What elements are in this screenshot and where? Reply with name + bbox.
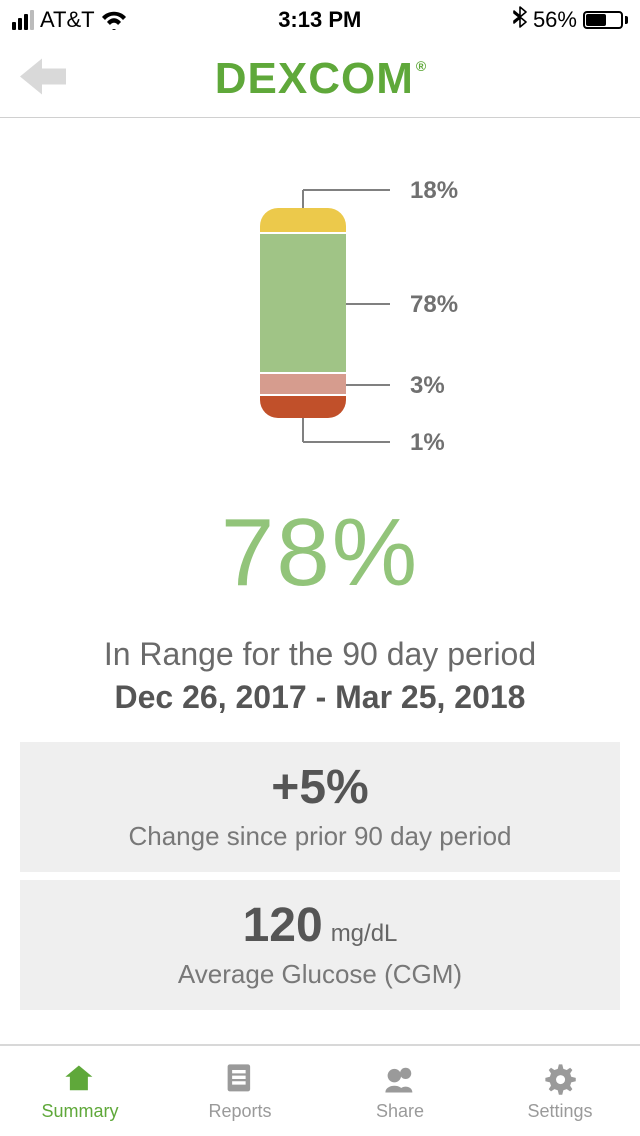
- tab-settings[interactable]: Settings: [480, 1046, 640, 1136]
- battery-icon: [583, 11, 628, 29]
- main-content: 18% 78% 3% 1% 78% In Range for the 90 day p…: [0, 118, 640, 1044]
- stat-card-unit: mg/dL: [331, 920, 398, 947]
- svg-text:18%: 18%: [410, 178, 458, 204]
- tab-reports[interactable]: Reports: [160, 1046, 320, 1136]
- tab-share[interactable]: Share: [320, 1046, 480, 1136]
- registered-mark: ®: [416, 58, 427, 74]
- tab-label: Reports: [208, 1101, 271, 1122]
- status-bar: AT&T 3:13 PM 56%: [0, 0, 640, 40]
- tab-label: Summary: [41, 1101, 118, 1122]
- tab-summary[interactable]: Summary: [0, 1046, 160, 1136]
- stat-card-subtitle: Average Glucose (CGM): [30, 959, 610, 990]
- in-range-big-percent: 78%: [20, 498, 620, 608]
- stat-card-value: 120mg/dL: [30, 898, 610, 953]
- wifi-icon: [101, 10, 127, 30]
- reports-icon: [220, 1061, 260, 1097]
- tab-label: Share: [376, 1101, 424, 1122]
- status-left: AT&T: [12, 7, 127, 33]
- stat-cards: +5% Change since prior 90 day period 120mg…: [20, 742, 620, 1010]
- tab-label: Settings: [527, 1101, 592, 1122]
- svg-text:1%: 1%: [410, 429, 445, 456]
- tab-bar: Summary Reports Share Settings: [0, 1044, 640, 1136]
- battery-pct-label: 56%: [533, 7, 577, 33]
- summary-icon: [60, 1061, 100, 1097]
- status-right: 56%: [513, 6, 628, 34]
- svg-text:78%: 78%: [410, 291, 458, 318]
- bluetooth-icon: [513, 6, 527, 34]
- in-range-description: In Range for the 90 day period: [20, 636, 620, 673]
- cell-signal-icon: [12, 10, 34, 30]
- back-arrow-icon[interactable]: [14, 54, 70, 103]
- in-range-date-range: Dec 26, 2017 - Mar 25, 2018: [20, 679, 620, 716]
- stat-card: 120mg/dL Average Glucose (CGM): [20, 880, 620, 1010]
- app-header: Dexcom®: [0, 40, 640, 118]
- settings-icon: [540, 1061, 580, 1097]
- app-logo: Dexcom®: [215, 54, 425, 104]
- share-icon: [380, 1061, 420, 1097]
- svg-text:3%: 3%: [410, 372, 445, 399]
- carrier-label: AT&T: [40, 7, 95, 33]
- logo-text: Dexcom: [215, 54, 414, 103]
- stat-card-subtitle: Change since prior 90 day period: [30, 821, 610, 852]
- status-time: 3:13 PM: [278, 7, 361, 33]
- range-pill-chart: 18% 78% 3% 1%: [20, 178, 620, 468]
- stat-card: +5% Change since prior 90 day period: [20, 742, 620, 872]
- stat-card-value: +5%: [30, 760, 610, 815]
